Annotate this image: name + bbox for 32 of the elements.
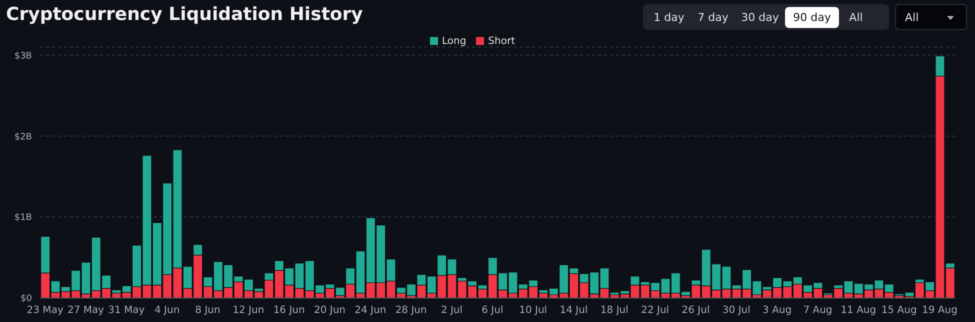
y-tick-label: $0	[20, 294, 32, 304]
x-tick-label: 31 May	[108, 305, 145, 316]
x-tick-label: 22 Jul	[641, 305, 670, 316]
x-tick-label: 28 Jun	[395, 305, 427, 316]
y-tick-label: $2B	[14, 132, 32, 142]
y-tick-label: $3B	[14, 51, 32, 62]
x-tick-label: 4 Jun	[154, 305, 180, 316]
x-tick-label: 14 Jul	[560, 305, 588, 316]
x-tick-label: 11 Aug	[840, 305, 876, 316]
x-tick-label: 6 Jul	[482, 305, 504, 316]
y-tick-label: $1B	[14, 213, 32, 224]
x-tick-label: 16 Jun	[273, 305, 305, 316]
x-tick-label: 26 Jul	[682, 305, 710, 316]
x-tick-label: 27 May	[67, 305, 104, 316]
legend-label: Long	[442, 36, 466, 47]
x-tick-label: 24 Jun	[354, 305, 386, 316]
x-tick-label: 30 Jul	[722, 305, 750, 316]
chart-title: Cryptocurrency Liquidation History	[6, 4, 363, 25]
x-tick-label: 23 May	[26, 305, 64, 316]
x-tick-label: 2 Jul	[440, 305, 463, 316]
dropdown-field: All	[895, 4, 967, 30]
x-tick-label: 8 Jun	[195, 305, 220, 316]
x-tick-label: 15 Aug	[881, 305, 917, 316]
range-buttons: 1 day 7 day 30 day 90 day All	[643, 4, 889, 30]
x-tick-label: 3 Aug	[762, 305, 792, 316]
legend-label: Short	[488, 36, 516, 47]
x-tick-label: 10 Jul	[519, 305, 548, 316]
x-tick-label: 19 Aug	[922, 305, 958, 316]
x-tick-label: 18 Jul	[600, 305, 628, 316]
x-tick-label: 7 Aug	[803, 305, 832, 316]
x-tick-label: 12 Jun	[232, 305, 264, 316]
x-tick-label: 20 Jun	[314, 305, 346, 316]
